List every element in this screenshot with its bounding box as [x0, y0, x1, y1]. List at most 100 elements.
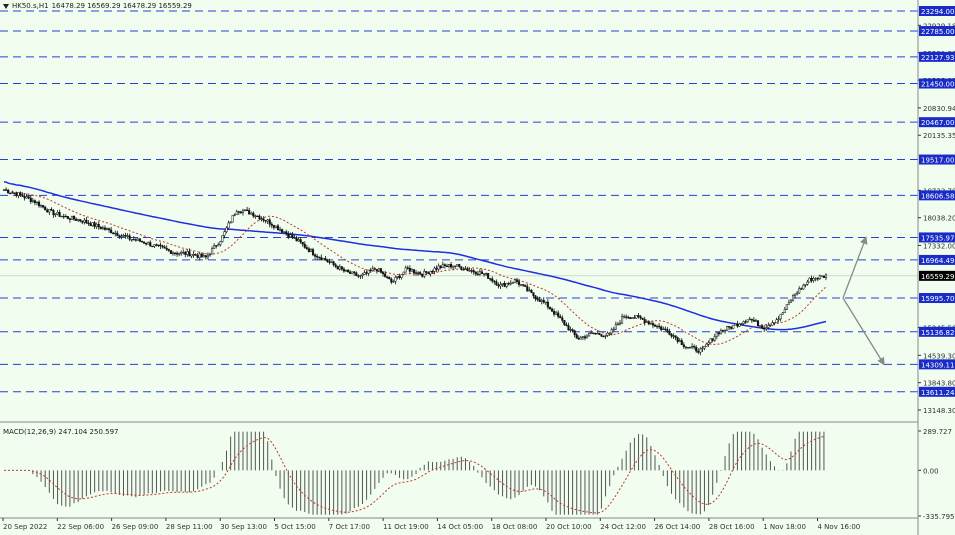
candle-body: [54, 213, 57, 216]
candle-body: [149, 242, 152, 247]
candle-body: [824, 274, 828, 278]
candle-body: [363, 272, 366, 275]
candle-body: [550, 308, 554, 312]
candle-body: [763, 328, 766, 330]
candle-body: [301, 241, 304, 245]
candle-body: [569, 329, 572, 331]
candle-body: [408, 267, 411, 272]
candle-body: [688, 346, 692, 349]
candle-body: [503, 283, 506, 287]
candle-body: [219, 241, 222, 245]
candle-body: [794, 293, 797, 296]
candle-body: [707, 342, 710, 345]
candle-body: [200, 253, 203, 258]
candle-body: [787, 302, 790, 305]
moving-average-fast: [3, 189, 827, 345]
candle-body: [680, 340, 683, 346]
candle-body: [314, 254, 317, 257]
candle-body: [110, 229, 113, 234]
macd-tick-label: 0.00: [923, 467, 939, 475]
candle-body: [291, 234, 294, 238]
candle-body: [742, 321, 745, 324]
candle-body: [410, 269, 413, 272]
candle-body: [769, 324, 772, 327]
candle-body: [697, 350, 700, 353]
ma-fast-line: [3, 189, 827, 345]
candle-body: [668, 331, 671, 335]
candle-body: [40, 205, 43, 207]
candle-body: [359, 275, 362, 277]
level-price-label: 17535.97: [921, 234, 954, 242]
candle-body: [400, 274, 403, 278]
candle-body: [818, 275, 821, 280]
candle-body: [211, 248, 214, 255]
level-price-tag: [919, 293, 955, 304]
candle-body: [756, 320, 760, 327]
candle-body: [567, 325, 570, 331]
candle-body: [608, 332, 611, 335]
candle-body: [812, 278, 815, 281]
candle-body: [534, 295, 537, 300]
candle-body: [85, 219, 88, 224]
candle-body: [693, 346, 696, 348]
candle-body: [68, 218, 71, 220]
candle-body: [386, 276, 389, 279]
candle-body: [511, 282, 514, 284]
x-tick-label: 11 Oct 19:00: [383, 523, 429, 531]
candle-body: [524, 284, 527, 287]
candle-body: [196, 255, 199, 258]
candle-body: [334, 264, 337, 267]
candle-body: [752, 319, 755, 322]
candle-body: [353, 271, 356, 274]
candle-body: [604, 335, 607, 337]
candle-body: [239, 211, 242, 213]
candle-body: [474, 271, 477, 275]
candle-body: [396, 276, 399, 278]
candle-body: [732, 324, 735, 329]
candle-body: [7, 189, 10, 194]
candle-body: [126, 235, 129, 237]
candle-body: [256, 215, 259, 218]
collapse-triangle-icon[interactable]: [3, 3, 9, 9]
candle-body: [540, 299, 543, 302]
candle-body: [176, 253, 179, 255]
candle-body: [332, 261, 335, 265]
candle-body: [816, 278, 819, 280]
candle-body: [243, 209, 247, 212]
candle-body: [443, 264, 446, 267]
candle-body: [532, 292, 535, 297]
candle-body: [138, 238, 142, 242]
candle-body: [295, 237, 298, 242]
candle-body: [202, 255, 205, 258]
candle-body: [398, 276, 401, 278]
candle-body: [699, 348, 702, 353]
y-tick-label: 20135.35: [923, 132, 955, 140]
candle-body: [188, 251, 191, 257]
candle-body: [462, 269, 465, 271]
macd-tick-label: -335.795: [923, 513, 954, 521]
candle-body: [482, 273, 486, 275]
candle-body: [627, 316, 630, 319]
candle-body: [93, 222, 96, 227]
candle-body: [9, 192, 12, 194]
candle-body: [822, 275, 825, 278]
candle-body: [11, 192, 14, 194]
candle-body: [394, 277, 397, 282]
candle-body: [612, 328, 615, 331]
level-price-label: 22127.93: [921, 54, 954, 62]
candle-body: [559, 316, 562, 319]
candle-body: [382, 272, 385, 275]
candle-body: [344, 269, 348, 272]
candle-body: [602, 335, 605, 338]
candle-body: [338, 266, 341, 270]
candle-body: [585, 335, 589, 339]
candle-body: [225, 227, 228, 232]
candle-body: [773, 322, 776, 324]
candle-body: [577, 338, 580, 340]
candle-body: [775, 319, 778, 323]
candle-body: [639, 316, 642, 319]
bearish-arrow: [842, 297, 885, 366]
candle-body: [357, 275, 360, 277]
candle-body: [820, 275, 823, 277]
candle-body: [542, 299, 545, 303]
